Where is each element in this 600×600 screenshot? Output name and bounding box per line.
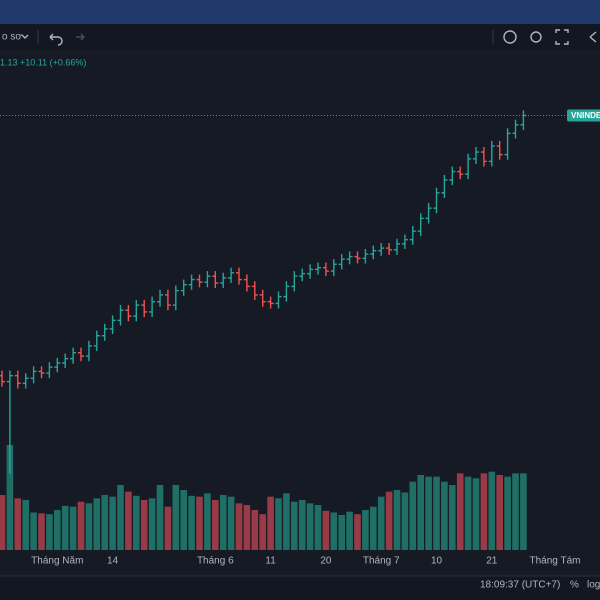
volume-bar xyxy=(212,500,219,550)
volume-bar xyxy=(425,476,432,550)
volume-bar xyxy=(243,505,251,550)
volume-bar xyxy=(109,496,116,550)
volume-bar xyxy=(219,495,227,550)
volume-bar xyxy=(480,473,488,550)
interval-button[interactable]: o sơ xyxy=(2,32,22,43)
volume-bar xyxy=(338,515,345,550)
volume-bar xyxy=(306,503,314,550)
volume-bar xyxy=(38,513,45,550)
volume-bar xyxy=(267,496,274,550)
x-tick-label: 11 xyxy=(265,556,276,567)
x-tick-label: 10 xyxy=(431,556,443,567)
volume-bar xyxy=(330,512,338,550)
x-tick-label: 20 xyxy=(320,556,332,567)
volume-bar xyxy=(69,506,77,550)
volume-bar xyxy=(6,445,14,550)
volume-bar xyxy=(370,506,377,550)
volume-bar xyxy=(496,475,503,550)
symbol-label: VNINDEX xyxy=(571,111,600,120)
volume-bar xyxy=(0,495,6,550)
volume-bar xyxy=(377,496,385,550)
x-tick-label: Tháng Năm xyxy=(31,556,83,567)
volume-bar xyxy=(504,476,511,550)
volume-bar xyxy=(393,490,401,550)
x-tick-label: 14 xyxy=(107,556,119,567)
status-bar xyxy=(0,576,600,600)
volume-bar xyxy=(22,500,29,550)
volume-bar xyxy=(409,481,417,550)
volume-bar xyxy=(441,481,448,550)
volume-bar xyxy=(235,503,243,550)
volume-bar xyxy=(204,493,211,550)
volume-bar xyxy=(433,476,440,550)
price-change: 1.13 +10.11 (+0.66%) xyxy=(0,57,86,67)
volume-bar xyxy=(77,501,85,550)
volume-bar xyxy=(54,510,61,550)
volume-bar xyxy=(362,510,369,550)
x-tick-label: 21 xyxy=(486,556,498,567)
volume-bar xyxy=(180,490,187,550)
volume-bar xyxy=(164,506,172,550)
volume-bar xyxy=(354,514,361,550)
volume-bar xyxy=(472,478,480,550)
volume-bar xyxy=(520,473,527,550)
volume-bar xyxy=(133,495,140,550)
volume-bar xyxy=(251,510,259,550)
volume-bar xyxy=(275,498,282,550)
volume-bar xyxy=(322,510,330,550)
volume-bar xyxy=(385,491,393,550)
top-strip xyxy=(0,0,600,24)
volume-bar xyxy=(291,501,298,550)
share-icon[interactable] xyxy=(589,31,597,43)
volume-bar xyxy=(93,498,101,550)
volume-bar xyxy=(125,491,132,550)
volume-bar xyxy=(401,492,409,550)
volume-bar xyxy=(283,493,290,550)
x-tick-label: Tháng Tám xyxy=(530,556,581,567)
volume-bar xyxy=(227,496,235,550)
symbol-label-box xyxy=(567,109,600,122)
settings-icon[interactable] xyxy=(530,31,542,43)
volume-bar xyxy=(417,475,424,550)
volume-bar xyxy=(46,514,53,550)
x-tick-label: Tháng 7 xyxy=(363,556,400,567)
volume-bar xyxy=(346,511,353,550)
volume-bar xyxy=(156,485,164,550)
toolbar xyxy=(0,24,600,50)
volume-bar xyxy=(14,498,22,550)
fullscreen-icon[interactable] xyxy=(555,29,569,45)
volume-bar xyxy=(85,503,93,550)
x-tick-label: Tháng 6 xyxy=(197,556,234,567)
volume-bar xyxy=(117,485,124,550)
clock: 18:09:37 (UTC+7) xyxy=(480,580,560,591)
volume-bar xyxy=(512,473,519,550)
volume-bar xyxy=(148,498,156,550)
volume-bar xyxy=(30,512,37,550)
log-toggle[interactable]: log xyxy=(587,580,600,591)
redo-icon[interactable] xyxy=(76,33,85,41)
undo-icon[interactable] xyxy=(49,33,63,46)
volume-bar xyxy=(101,495,108,550)
volume-bar xyxy=(140,500,148,550)
volume-bar xyxy=(464,476,472,550)
volume-bar xyxy=(196,496,203,550)
volume-bar xyxy=(259,514,266,550)
volume-bar xyxy=(449,485,456,550)
volume-bar xyxy=(456,473,464,550)
volume-bar xyxy=(188,495,195,550)
volume-bar xyxy=(298,500,306,550)
volume-bar xyxy=(314,505,322,550)
volume-bar xyxy=(61,505,69,550)
plot: Tháng Năm 14 Tháng 6 11 20 Tháng 7 10 21 Tháng T… xyxy=(0,109,600,567)
volume-bar xyxy=(172,485,180,550)
volume-bar xyxy=(488,471,496,550)
dropdown-icon[interactable] xyxy=(21,34,29,39)
percent-toggle[interactable]: % xyxy=(570,580,579,591)
alert-icon[interactable] xyxy=(503,30,517,44)
